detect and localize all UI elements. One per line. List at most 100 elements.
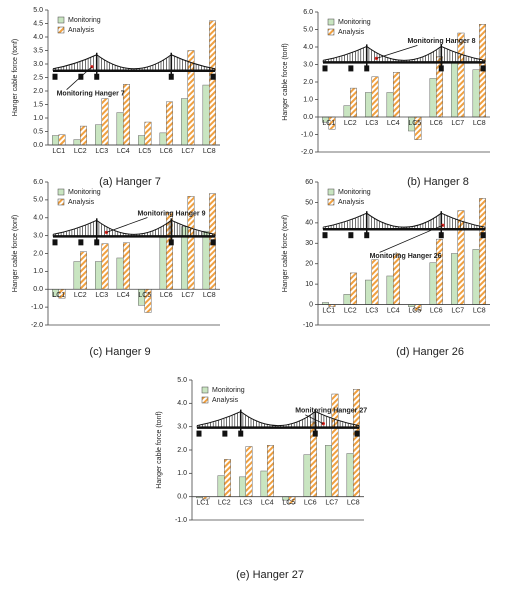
- y-tick-label: 6.0: [33, 179, 43, 186]
- bar: [365, 280, 371, 305]
- bridge-pier: [238, 431, 243, 437]
- bar: [451, 63, 457, 117]
- y-tick-label: 2.0: [177, 447, 187, 454]
- y-tick-label: 1.0: [33, 115, 43, 122]
- y-tick-label: 5.0: [33, 197, 43, 204]
- y-tick-label: 2.5: [33, 74, 43, 81]
- x-tick-label: LC4: [387, 120, 400, 127]
- x-tick-label: LC7: [451, 120, 464, 127]
- x-tick-label: LC2: [344, 120, 357, 127]
- y-tick-label: 0.0: [33, 142, 43, 149]
- y-tick-label: -2.0: [31, 322, 43, 329]
- y-tick-label: 20: [305, 261, 313, 268]
- bar: [353, 389, 359, 496]
- bar: [80, 252, 86, 290]
- legend-label: Monitoring: [338, 19, 371, 26]
- y-tick-label: -1.0: [31, 304, 43, 311]
- legend-swatch: [58, 27, 64, 33]
- bar: [145, 122, 151, 145]
- x-tick-label: LC1: [52, 292, 65, 299]
- x-tick-label: LC3: [95, 292, 108, 299]
- bar: [451, 254, 457, 305]
- bridge-pier: [211, 74, 216, 80]
- bridge-pier: [481, 232, 486, 238]
- bar: [74, 262, 80, 290]
- x-tick-label: LC2: [218, 500, 231, 507]
- bar: [304, 455, 310, 497]
- x-tick-label: LC6: [304, 500, 317, 507]
- bar: [430, 263, 436, 305]
- bridge-pier: [439, 65, 444, 71]
- y-axis-label: Hanger cable force (tonf): [12, 39, 19, 116]
- legend-label: Monitoring: [68, 189, 101, 196]
- y-tick-label: 4.0: [177, 400, 187, 407]
- bridge-pier: [53, 239, 58, 245]
- bar: [95, 125, 101, 145]
- x-tick-label: LC7: [181, 292, 194, 299]
- x-tick-label: LC6: [430, 307, 443, 314]
- y-tick-label: 2.0: [33, 250, 43, 257]
- y-tick-label: 3.0: [33, 232, 43, 239]
- bar: [95, 262, 101, 290]
- bridge-pier: [211, 239, 216, 245]
- y-tick-label: 3.0: [303, 61, 313, 68]
- bar: [117, 258, 123, 289]
- y-tick-label: 1.0: [303, 96, 313, 103]
- legend-label: Analysis: [212, 397, 239, 404]
- bridge-pier: [348, 232, 353, 238]
- bridge-pier: [169, 239, 174, 245]
- y-tick-label: -1.0: [175, 517, 187, 524]
- bar: [473, 70, 479, 117]
- y-tick-label: 5.0: [177, 377, 187, 384]
- legend-label: Analysis: [338, 199, 365, 206]
- bar: [436, 239, 442, 304]
- caption: (c) Hanger 9: [89, 346, 150, 358]
- x-tick-label: LC1: [196, 500, 209, 507]
- legend-label: Monitoring: [212, 387, 245, 394]
- bridge-pier: [169, 74, 174, 80]
- caption: (d) Hanger 26: [396, 346, 464, 358]
- annotation: Monitoring Hanger 27: [295, 408, 367, 415]
- x-tick-label: LC4: [117, 292, 130, 299]
- y-tick-label: 1.0: [33, 268, 43, 275]
- x-tick-label: LC7: [181, 148, 194, 155]
- y-tick-label: 2.0: [33, 88, 43, 95]
- legend-swatch: [58, 17, 64, 23]
- bar: [350, 88, 356, 117]
- x-tick-label: LC4: [387, 307, 400, 314]
- legend-label: Analysis: [68, 199, 95, 206]
- y-tick-label: 0.0: [177, 494, 187, 501]
- x-tick-label: LC4: [117, 148, 130, 155]
- bar: [325, 445, 331, 496]
- bar: [160, 133, 166, 145]
- bar: [218, 476, 224, 497]
- annotation: Monitoring Hanger 26: [370, 253, 442, 260]
- y-tick-label: 1.5: [33, 101, 43, 108]
- y-tick-label: 5.0: [303, 26, 313, 33]
- bar: [123, 243, 129, 289]
- legend-swatch: [328, 29, 334, 35]
- y-tick-label: 3.0: [33, 61, 43, 68]
- x-tick-label: LC7: [325, 500, 338, 507]
- bridge-pier: [481, 65, 486, 71]
- x-tick-label: LC6: [160, 292, 173, 299]
- y-tick-label: 1.0: [177, 470, 187, 477]
- bar: [209, 21, 215, 145]
- legend-swatch: [58, 199, 64, 205]
- y-tick-label: 50: [305, 199, 313, 206]
- x-tick-label: LC6: [430, 120, 443, 127]
- y-tick-label: 2.0: [303, 79, 313, 86]
- bar: [350, 273, 356, 305]
- bar: [387, 276, 393, 305]
- x-tick-label: LC1: [52, 148, 65, 155]
- bar: [473, 249, 479, 304]
- bar: [479, 198, 485, 304]
- bridge-pier: [348, 65, 353, 71]
- legend-label: Analysis: [68, 27, 95, 34]
- bar: [347, 454, 353, 497]
- bridge-pier: [323, 232, 328, 238]
- legend-swatch: [58, 189, 64, 195]
- bar: [102, 244, 108, 290]
- x-tick-label: LC2: [74, 292, 87, 299]
- x-tick-label: LC2: [74, 148, 87, 155]
